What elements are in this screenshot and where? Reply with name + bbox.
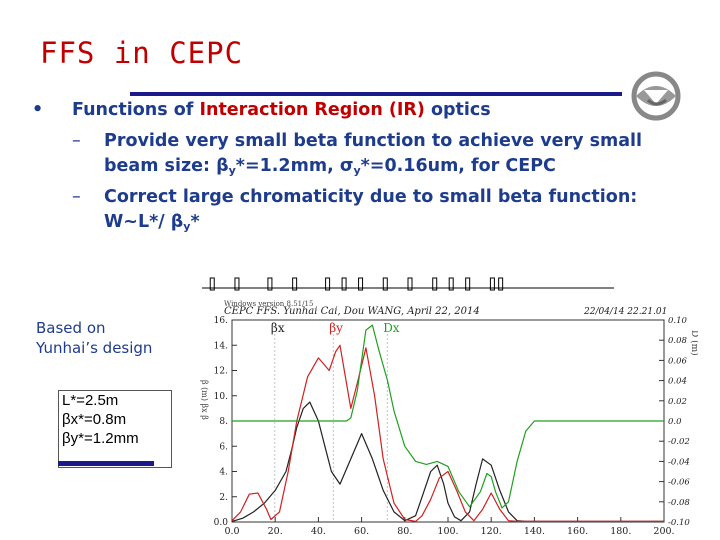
- legend-dx: Dx: [383, 321, 400, 335]
- bullet1-pre: Functions of: [72, 100, 200, 120]
- bullet1-highlight: Interaction Region (IR): [199, 100, 425, 120]
- bullet-list: • Functions of Interaction Region (IR) o…: [32, 98, 662, 239]
- lattice-element: [382, 277, 388, 291]
- x-tick-label: 20.: [268, 526, 283, 537]
- y-right-tick-label: 0.02: [668, 397, 687, 407]
- lattice-element: [432, 277, 438, 291]
- based-line2: Yunhai’s design: [36, 339, 153, 357]
- lattice-element: [292, 277, 298, 291]
- y-right-axis-label: D (m): [689, 330, 698, 356]
- sub-dash-2: –: [72, 187, 81, 207]
- bullet-dot: •: [32, 100, 44, 120]
- bullet1-post: optics: [424, 100, 491, 120]
- y-left-tick-label: 14.: [214, 341, 228, 351]
- plot-header-left: CEPC FFS. Yunhai Cai, Dou WANG, April 22…: [224, 306, 480, 317]
- sub-bullet-beta: – Provide very small beta function to ac…: [32, 129, 662, 183]
- y-right-tick-label: 0.0: [668, 417, 682, 427]
- sub-bullet-chromaticity: – Correct large chromaticity due to smal…: [32, 185, 662, 239]
- based-on-note: Based on Yunhai’s design: [36, 318, 152, 358]
- lattice-element: [465, 277, 471, 291]
- x-tick-label: 120.: [481, 526, 502, 537]
- param-betay: βy*=1.2mm: [62, 430, 139, 447]
- param-betax: βx*=0.8m: [62, 411, 127, 428]
- x-tick-label: 60.: [354, 526, 369, 537]
- y-right-tick-label: 0.06: [668, 356, 688, 366]
- series-dx: [232, 324, 664, 509]
- sub2-text1: Correct large chromaticity due to small …: [104, 187, 638, 232]
- x-tick-label: 160.: [567, 526, 588, 537]
- lattice-element: [234, 277, 240, 291]
- ihep-logo-icon: [631, 71, 681, 121]
- x-tick-label: 200.: [653, 526, 674, 537]
- lattice-element: [341, 277, 347, 291]
- x-tick-label: 40.: [311, 526, 326, 537]
- y-left-tick-label: 8.: [219, 417, 228, 427]
- y-left-tick-label: 12.: [214, 367, 228, 377]
- y-left-tick-label: 4.: [219, 468, 228, 478]
- x-tick-label: 140.: [524, 526, 545, 537]
- y-left-tick-label: 10.: [214, 392, 228, 402]
- x-tick-label: 100.: [437, 526, 458, 537]
- lattice-element: [267, 277, 273, 291]
- y-right-tick-label: 0.10: [668, 316, 688, 326]
- y-right-tick-label: -0.10: [668, 518, 690, 528]
- y-right-tick-label: -0.02: [668, 437, 690, 447]
- y-left-tick-label: 6.: [219, 442, 228, 452]
- lattice-element: [358, 277, 364, 291]
- plot-header-left2: Windows version 8.51/15: [224, 300, 313, 308]
- x-tick-label: 80.: [397, 526, 412, 537]
- series-by: [231, 344, 664, 522]
- sub2-sub: y: [183, 220, 191, 233]
- lattice-element: [489, 277, 495, 291]
- y-left-tick-label: 0.0: [214, 518, 229, 528]
- y-right-tick-label: 0.08: [668, 336, 688, 346]
- sub1-text3: *=0.16um, for CEPC: [360, 156, 556, 176]
- sub-dash-1: –: [72, 131, 81, 151]
- y-right-tick-label: 0.04: [668, 377, 687, 387]
- lattice-element: [407, 277, 413, 291]
- title-rule: [130, 92, 622, 96]
- x-tick-label: 180.: [610, 526, 631, 537]
- optics-plot: CEPC FFS. Yunhai Cai, Dou WANG, April 22…: [200, 277, 698, 537]
- x-tick-label: 0.0: [224, 526, 239, 537]
- parameter-box: L*=2.5m βx*=0.8m βy*=1.2mm: [58, 390, 172, 468]
- lattice-element: [448, 277, 454, 291]
- lattice-element: [209, 277, 215, 291]
- bullet-functions: • Functions of Interaction Region (IR) o…: [32, 98, 662, 123]
- based-line1: Based on: [36, 319, 106, 337]
- legend-by: βy: [329, 321, 343, 335]
- param-lstar: L*=2.5m: [62, 392, 119, 409]
- y-left-tick-label: 2.: [219, 493, 228, 503]
- param-underline: [58, 461, 154, 466]
- sub1-text1: Provide very small beta function to achi…: [104, 131, 643, 176]
- slide-title: FFS in CEPC: [40, 36, 244, 70]
- y-right-tick-label: -0.06: [668, 478, 690, 488]
- y-right-tick-label: -0.08: [668, 498, 690, 508]
- sub1-sub2: y: [353, 164, 361, 177]
- sub1-text2: *=1.2mm, σ: [235, 156, 354, 176]
- y-left-axis-label: β (m) βx β: [200, 380, 209, 420]
- plot-header-right: 22/04/14 22.21.01: [583, 307, 667, 317]
- y-right-tick-label: -0.04: [668, 457, 690, 467]
- sub1-sub1: y: [228, 164, 236, 177]
- sub2-text2: *: [190, 212, 200, 232]
- lattice-element: [325, 277, 331, 291]
- lattice-element: [498, 277, 504, 291]
- y-left-tick-label: 16.: [214, 316, 228, 326]
- legend-bx: βx: [271, 321, 285, 335]
